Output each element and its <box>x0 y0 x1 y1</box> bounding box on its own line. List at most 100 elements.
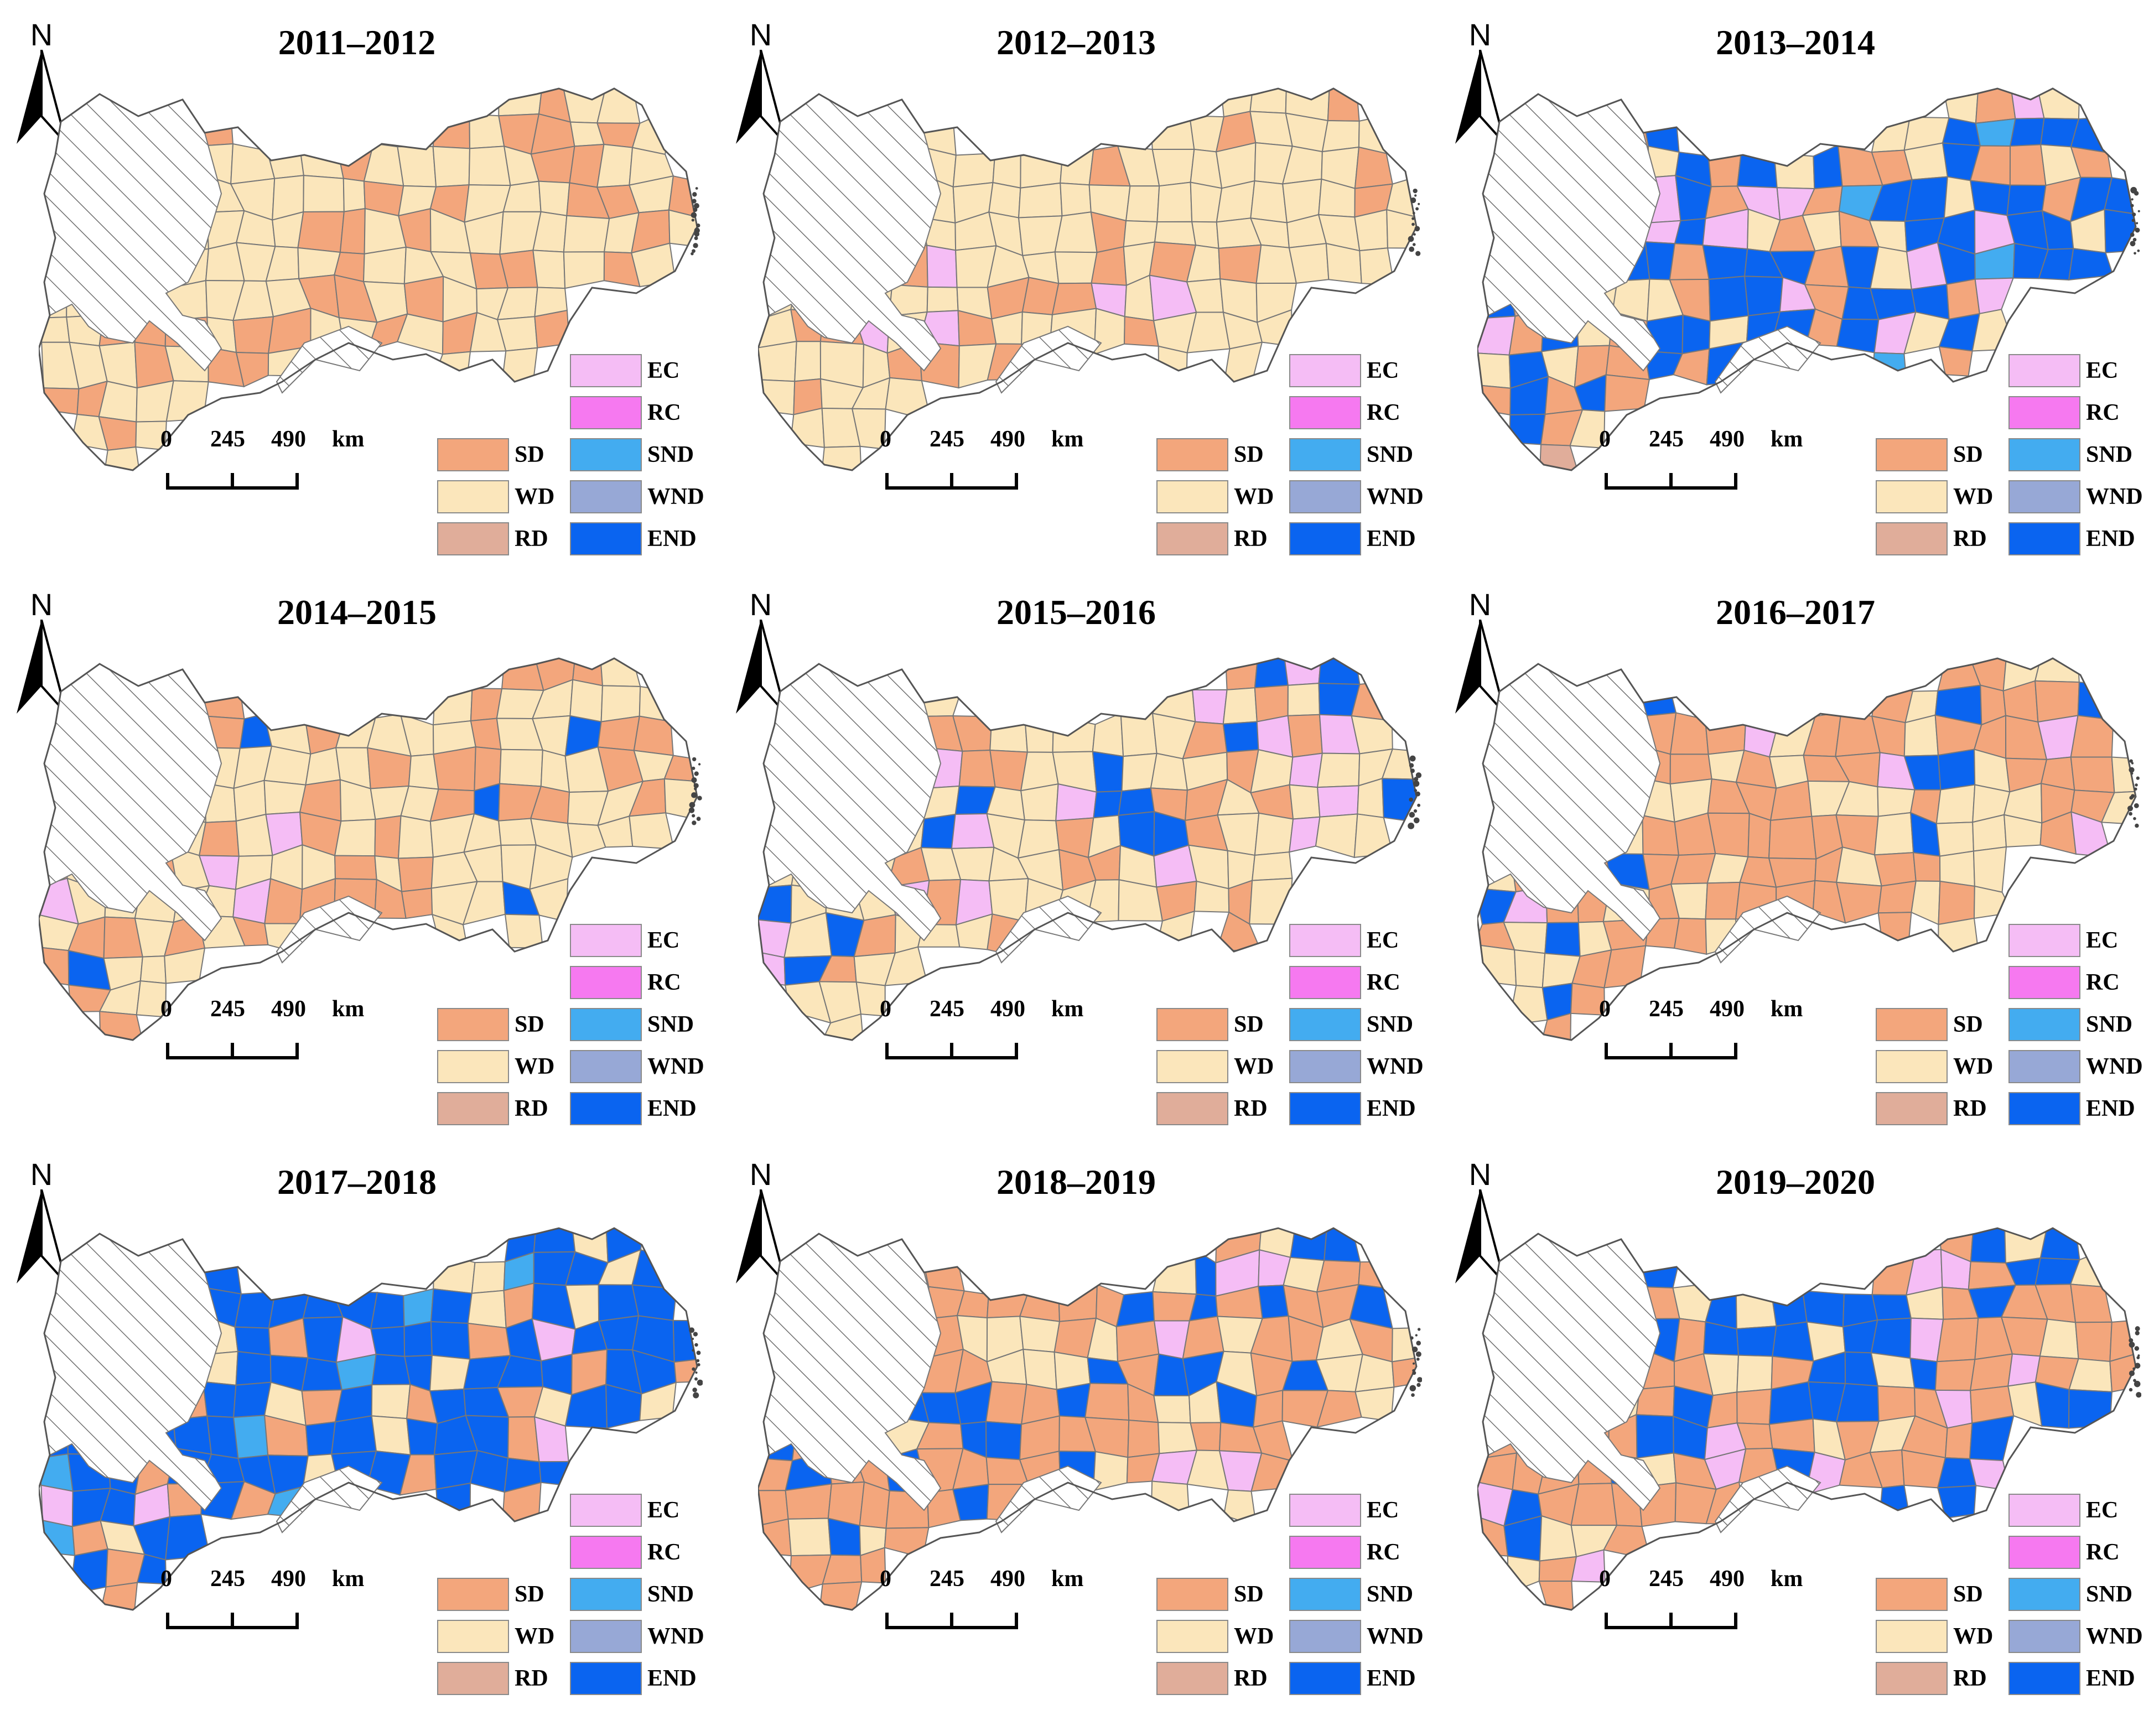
county-wd <box>1386 209 1416 249</box>
legend-label: RC <box>1367 1540 1400 1565</box>
legend-swatch <box>1289 480 1361 513</box>
legend-swatch <box>570 1008 642 1041</box>
county-sd <box>597 715 640 751</box>
county-sd <box>1019 1287 1061 1322</box>
coastal-islands <box>1408 188 1421 256</box>
scale-bar: 0 245 490 km <box>160 996 398 1073</box>
legend-label: EC <box>2086 358 2119 383</box>
county-end <box>239 713 273 749</box>
region-outline <box>758 1227 1418 1611</box>
county-wd <box>363 246 407 284</box>
legend-swatch <box>570 522 642 555</box>
panel-title: 2014–2015 <box>277 592 437 632</box>
county-sd <box>1084 1382 1130 1421</box>
county-end <box>672 1319 697 1363</box>
north-arrow-icon: N <box>1450 586 1511 715</box>
legend-label: SD <box>1953 1582 1983 1607</box>
legend-swatch <box>2008 522 2080 555</box>
legend-swatch <box>2008 1494 2080 1527</box>
map-panel: 2014–2015 N 0 245 490 km EC RC SND WND END SD WD RD <box>0 570 714 1134</box>
county-wd <box>263 779 307 815</box>
legend-swatch <box>437 480 509 513</box>
county-sd <box>1873 852 1917 887</box>
legend-swatch <box>1289 1050 1361 1083</box>
county-end <box>631 1284 677 1322</box>
legend-swatch <box>1289 1008 1361 1041</box>
county-end <box>1544 922 1581 957</box>
legend-swatch <box>1156 1578 1228 1611</box>
panel-title: 2018–2019 <box>996 1162 1156 1202</box>
panel-title: 2015–2016 <box>996 592 1156 632</box>
county-end <box>2009 117 2045 147</box>
county-end <box>1802 1290 1845 1328</box>
county-wd <box>1288 242 1330 284</box>
county-wd <box>538 180 570 216</box>
county-wd <box>1222 687 1258 725</box>
county-wd <box>1150 752 1188 791</box>
legend-label: END <box>647 526 697 552</box>
county-sd <box>1704 715 1747 755</box>
county-sd <box>2074 1321 2113 1362</box>
legend-label: SND <box>1367 1582 1414 1607</box>
scale-label: km <box>1771 1566 1803 1592</box>
county-wd <box>629 812 675 850</box>
legend-item-ec: EC <box>570 354 703 387</box>
legend-item-wnd: WND <box>570 1620 704 1653</box>
legend-label: RD <box>1234 1096 1268 1121</box>
legend-item-rc: RC <box>1289 966 1422 999</box>
coastal-islands <box>1408 755 1422 829</box>
scale-label: km <box>1771 996 1803 1022</box>
county-wd <box>1060 149 1094 186</box>
scale-tick <box>1669 473 1673 490</box>
legend-item-ec: EC <box>2008 924 2141 957</box>
legend-item-wnd: WND <box>2008 1050 2143 1083</box>
legend-label: SD <box>1953 1012 1983 1037</box>
county-end <box>1509 413 1546 445</box>
legend-item-wd: WD <box>1876 1620 2008 1653</box>
legend-swatch <box>437 522 509 555</box>
scale-label: 0 <box>880 427 891 452</box>
legend-item-rc: RC <box>1289 396 1422 429</box>
county-end <box>202 1381 237 1418</box>
legend-item-rd: RD <box>1876 1092 2008 1125</box>
county-end <box>1736 1325 1777 1357</box>
no-data-hatched-area <box>1714 325 1821 394</box>
panel-title: 2017–2018 <box>277 1162 437 1202</box>
legend-swatch <box>437 438 509 471</box>
county-wd <box>1060 182 1092 217</box>
county-wd <box>596 89 641 124</box>
legend-label: WD <box>515 1054 555 1079</box>
county-wd <box>1020 783 1059 822</box>
county-wd <box>532 250 566 289</box>
legend-label: SD <box>1234 442 1264 467</box>
no-data-hatched-area <box>276 895 383 964</box>
county-ec <box>1283 658 1322 686</box>
county-end <box>1772 1321 1814 1362</box>
legend-item-ec: EC <box>1289 924 1422 957</box>
legend-item-rd: RD <box>1156 522 1289 555</box>
county-wd <box>397 815 434 859</box>
county-wd <box>1152 1249 1197 1295</box>
scale-label: km <box>1051 996 1084 1022</box>
county-sd <box>1642 814 1680 856</box>
scale-label: 490 <box>990 1566 1025 1592</box>
legend: EC RC SND WND END SD WD RD <box>1876 924 2143 1129</box>
county-end <box>533 1228 576 1253</box>
county-sd <box>374 815 402 859</box>
legend-item-sd: SD <box>437 438 570 471</box>
county-sd <box>534 309 570 349</box>
county-wd <box>230 143 276 185</box>
county-sd <box>501 658 544 692</box>
county-end <box>430 1321 471 1360</box>
no-data-hatched-area <box>276 325 383 394</box>
legend-item-wd: WD <box>1156 480 1289 513</box>
legend-item-rd: RD <box>437 1662 570 1695</box>
legend-item-rc: RC <box>1289 1536 1422 1569</box>
no-data-hatched-area <box>995 325 1102 394</box>
county-wd <box>371 1384 411 1420</box>
county-wd <box>1735 1281 1777 1330</box>
county-sd <box>2109 1353 2136 1393</box>
legend-item-wd: WD <box>1156 1050 1289 1083</box>
county-wd <box>1873 812 1914 856</box>
region-outline <box>758 657 1418 1041</box>
